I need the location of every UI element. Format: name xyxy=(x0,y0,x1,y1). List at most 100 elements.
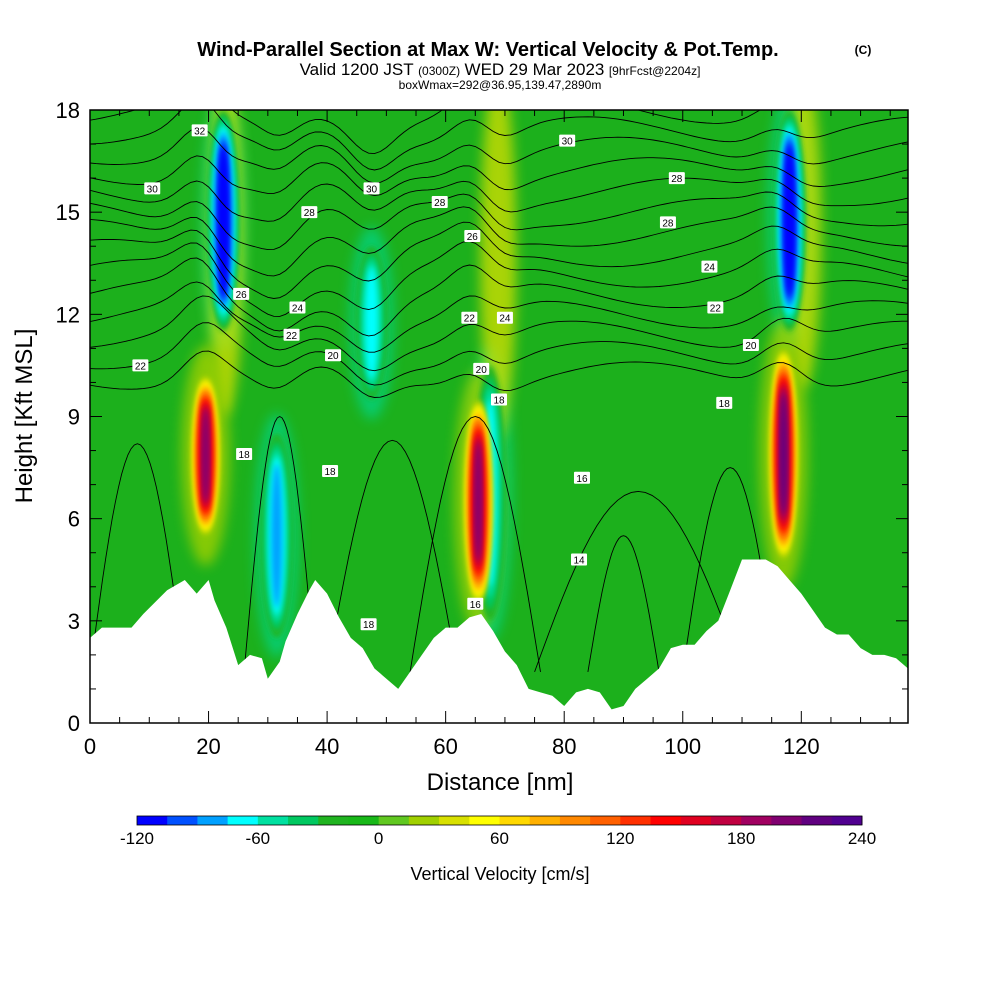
theta-contour xyxy=(243,415,316,672)
updraft-core xyxy=(781,394,787,514)
theta-label: 30 xyxy=(363,182,380,195)
theta-label-text: 20 xyxy=(327,351,339,362)
colorbar-label: Vertical Velocity [cm/s] xyxy=(410,864,589,884)
velocity-field xyxy=(181,110,822,658)
x-tick-label: 20 xyxy=(196,734,220,759)
downdraft-core xyxy=(271,464,283,608)
theta-label: 24 xyxy=(701,260,718,274)
colorbar-swatch xyxy=(197,816,229,825)
theta-contour xyxy=(90,155,908,197)
theta-label: 22 xyxy=(283,328,300,342)
theta-label-text: 30 xyxy=(366,184,378,195)
theta-contour xyxy=(90,257,908,337)
theta-label: 14 xyxy=(571,553,588,567)
colorbar-swatch xyxy=(318,816,349,825)
colorbar-swatch xyxy=(680,816,712,825)
theta-label: 18 xyxy=(236,447,253,461)
colorbar-swatch xyxy=(529,816,561,825)
theta-label-text: 22 xyxy=(464,314,476,325)
theta-label: 30 xyxy=(559,134,576,148)
theta-label-text: 30 xyxy=(147,184,159,195)
theta-label-text: 20 xyxy=(745,341,757,352)
chart-subtitle: Valid 1200 JST (0300Z) WED 29 Mar 2023 [… xyxy=(300,60,701,79)
x-tick-label: 40 xyxy=(315,734,339,759)
colorbar-swatch xyxy=(801,816,833,825)
colorbar-swatch xyxy=(439,816,470,825)
theta-contour xyxy=(534,490,743,673)
colorbar-swatch xyxy=(227,816,259,825)
theta-contour xyxy=(90,110,908,171)
theta-label: 22 xyxy=(461,311,478,325)
theta-label-text: 16 xyxy=(470,600,482,611)
x-tick-label: 100 xyxy=(664,734,701,759)
theta-label: 20 xyxy=(325,349,342,362)
theta-label: 26 xyxy=(233,287,250,301)
theta-label: 16 xyxy=(467,597,484,611)
x-axis-label: Distance [nm] xyxy=(427,769,574,796)
theta-label: 20 xyxy=(742,338,759,352)
downdraft-core xyxy=(785,148,794,293)
theta-contour xyxy=(90,127,908,184)
theta-label: 24 xyxy=(496,311,513,325)
theta-label-text: 16 xyxy=(576,474,588,485)
colorbar-swatch xyxy=(741,816,772,825)
theta-contours xyxy=(90,110,908,673)
theta-label: 20 xyxy=(473,362,490,376)
colorbar-swatch xyxy=(348,816,380,825)
theta-label: 18 xyxy=(360,618,377,631)
y-axis: 0 3 6 9 12 15 18 xyxy=(56,98,908,736)
theta-contour xyxy=(409,416,541,672)
colorbar xyxy=(136,815,863,826)
colorbar-tick-label: 240 xyxy=(848,829,876,848)
theta-label: 28 xyxy=(301,206,318,219)
downdraft-core xyxy=(219,148,227,293)
colorbar-swatch xyxy=(469,816,500,825)
theta-label-text: 22 xyxy=(286,331,298,342)
colorbar-swatch xyxy=(559,816,591,825)
theta-label: 22 xyxy=(707,301,724,315)
theta-contour xyxy=(587,535,660,672)
y-tick-label: 18 xyxy=(56,98,80,123)
colorbar-swatch xyxy=(288,816,319,825)
title-block: Wind-Parallel Section at Max W: Vertical… xyxy=(197,39,871,92)
theta-label: 22 xyxy=(132,359,149,372)
theta-label-group: 32 30 30 30 28 28 28 28 26 26 24 24 24 22 22 22 22 20 20 20… xyxy=(132,124,759,631)
colorbar-swatch xyxy=(257,816,289,825)
colorbar-swatch xyxy=(650,816,682,825)
theta-label-text: 22 xyxy=(710,304,722,315)
colorbar-swatch xyxy=(831,816,863,825)
updraft-core xyxy=(475,443,481,561)
plot-area: 32 30 30 30 28 28 28 28 26 26 24 24 24 22 22 22 22 20 20 20… xyxy=(90,110,908,723)
theta-contour xyxy=(90,350,908,398)
colorbar-swatch xyxy=(499,816,531,825)
theta-label: 18 xyxy=(491,393,507,406)
theta-label: 18 xyxy=(716,396,733,410)
theta-label-text: 28 xyxy=(304,208,316,219)
colorbar-swatch xyxy=(378,816,410,825)
theta-contour xyxy=(90,191,908,251)
theta-label: 18 xyxy=(322,464,339,478)
theta-contour xyxy=(90,443,186,672)
theta-contour xyxy=(90,281,908,353)
downdraft-core xyxy=(365,266,378,379)
theta-label-text: 20 xyxy=(476,365,488,376)
theta-label-text: 26 xyxy=(236,290,248,301)
theta-label-text: 32 xyxy=(194,126,206,137)
theta-label-text: 14 xyxy=(573,556,585,567)
theta-label-text: 18 xyxy=(363,620,375,631)
theta-label-text: 18 xyxy=(325,467,337,478)
theta-label-text: 30 xyxy=(562,137,574,148)
x-tick-label: 120 xyxy=(783,734,820,759)
x-tick-label: 0 xyxy=(84,734,96,759)
theta-contour xyxy=(326,439,458,672)
theta-label-text: 28 xyxy=(434,198,446,209)
updraft-core xyxy=(203,409,209,502)
theta-label: 28 xyxy=(659,216,676,229)
colorbar-swatch xyxy=(137,816,168,825)
theta-contour xyxy=(90,177,908,222)
colorbar-swatch xyxy=(620,816,652,825)
colorbar-swatch xyxy=(710,816,742,825)
colorbar-tick-label: 0 xyxy=(374,829,383,848)
colorbar-tick-label: -60 xyxy=(246,829,271,848)
